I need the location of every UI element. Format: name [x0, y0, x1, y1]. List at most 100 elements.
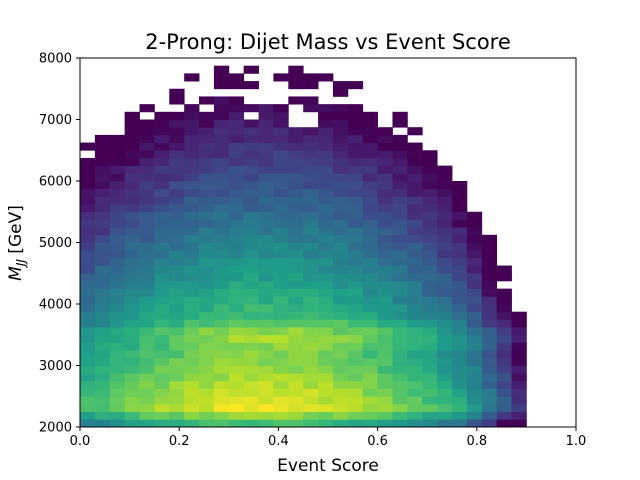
heatmap-cell — [288, 250, 304, 259]
heatmap-cell — [199, 127, 215, 136]
heatmap-cell — [184, 173, 200, 182]
heatmap-cell — [213, 73, 230, 82]
heatmap-cell — [228, 250, 245, 259]
heatmap-cell — [184, 157, 200, 167]
heatmap-cell — [496, 365, 512, 374]
heatmap-cell — [332, 365, 349, 374]
heatmap-cell — [94, 373, 111, 382]
heatmap-cell — [318, 150, 334, 159]
heatmap-cell — [288, 188, 304, 197]
heatmap-cell — [288, 327, 304, 336]
heatmap-cell — [213, 173, 230, 182]
heatmap-cell — [124, 327, 140, 336]
heatmap-cell — [392, 257, 408, 266]
heatmap-cell — [243, 273, 259, 282]
heatmap-cell — [80, 173, 96, 182]
heatmap-cell — [109, 411, 126, 420]
heatmap-cell — [511, 403, 527, 413]
heatmap-cell — [154, 219, 170, 228]
heatmap-cell — [139, 104, 155, 113]
heatmap-cell — [228, 211, 245, 220]
heatmap-cell — [213, 157, 230, 167]
heatmap-cell — [80, 419, 96, 428]
heatmap-cell — [377, 127, 393, 136]
heatmap-cell — [318, 157, 334, 167]
heatmap-cell — [377, 280, 393, 290]
heatmap-cell — [288, 280, 304, 290]
heatmap-cell — [362, 134, 378, 143]
heatmap-cell — [273, 304, 289, 313]
heatmap-cell — [199, 173, 215, 182]
heatmap-cell — [377, 219, 393, 228]
heatmap-cell — [258, 334, 274, 343]
heatmap-cell — [407, 380, 423, 389]
heatmap-cell — [199, 350, 215, 359]
heatmap-cell — [318, 357, 334, 366]
heatmap-cell — [347, 242, 364, 251]
heatmap-cell — [243, 196, 259, 205]
heatmap-cell — [199, 342, 215, 351]
heatmap-cell — [332, 311, 349, 320]
heatmap-cell — [466, 350, 483, 359]
heatmap-cell — [80, 396, 96, 405]
heatmap-cell — [481, 288, 498, 297]
heatmap-cell — [154, 304, 170, 313]
heatmap-cell — [466, 373, 483, 382]
heatmap-cell — [347, 227, 364, 236]
heatmap-cell — [213, 188, 230, 197]
heatmap-cell — [318, 273, 334, 282]
heatmap-cell — [273, 157, 289, 167]
heatmap-cell — [169, 296, 185, 305]
heatmap-cell — [169, 96, 185, 105]
heatmap-cell — [347, 357, 364, 366]
heatmap-cell — [228, 242, 245, 251]
heatmap-cell — [228, 157, 245, 167]
heatmap-cell — [347, 396, 364, 405]
heatmap-cell — [80, 250, 96, 259]
heatmap-cell — [184, 334, 200, 343]
heatmap-cell — [347, 111, 364, 120]
heatmap-cell — [213, 327, 230, 336]
heatmap-cell — [80, 157, 96, 167]
heatmap-cell — [243, 296, 259, 305]
heatmap-cell — [332, 150, 349, 159]
heatmap-cell — [243, 81, 259, 90]
heatmap-cell — [466, 311, 483, 320]
heatmap-cell — [109, 265, 126, 274]
heatmap-cell — [481, 334, 498, 343]
heatmap-cell — [392, 265, 408, 274]
heatmap-cell — [80, 227, 96, 236]
heatmap-cell — [332, 411, 349, 420]
heatmap-cell — [273, 134, 289, 143]
heatmap-cell — [362, 257, 378, 266]
heatmap-cell — [109, 257, 126, 266]
heatmap-cell — [94, 219, 111, 228]
heatmap-cell — [362, 242, 378, 251]
heatmap-cell — [288, 73, 304, 82]
heatmap-cell — [392, 219, 408, 228]
heatmap-cell — [303, 380, 319, 389]
heatmap-cell — [80, 411, 96, 420]
heatmap-cell — [109, 273, 126, 282]
heatmap-cell — [80, 319, 96, 328]
heatmap-cell — [347, 257, 364, 266]
heatmap-cell — [184, 211, 200, 220]
heatmap-cell — [124, 250, 140, 259]
heatmap-cell — [228, 373, 245, 382]
heatmap-cell — [422, 288, 438, 297]
heatmap-cell — [94, 134, 111, 143]
heatmap-cell — [154, 327, 170, 336]
heatmap-cell — [362, 219, 378, 228]
y-tick-label: 5000 — [39, 236, 72, 251]
heatmap-cell — [318, 327, 334, 336]
heatmap-cell — [496, 311, 512, 320]
heatmap-cell — [362, 150, 378, 159]
heatmap-cell — [273, 403, 289, 413]
heatmap-cell — [452, 350, 468, 359]
heatmap-cell — [303, 403, 319, 413]
heatmap-cell — [154, 173, 170, 182]
heatmap-cell — [139, 350, 155, 359]
heatmap-cell — [407, 373, 423, 382]
heatmap-cell — [273, 204, 289, 213]
heatmap-cell — [437, 365, 453, 374]
